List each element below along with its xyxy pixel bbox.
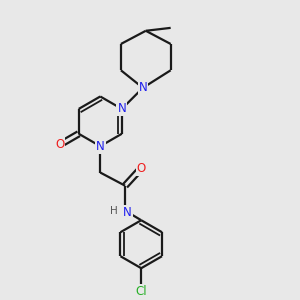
Text: O: O [136,162,146,175]
Text: N: N [123,206,132,218]
Text: N: N [139,81,147,94]
Text: N: N [96,140,105,153]
Text: Cl: Cl [135,285,147,298]
Text: N: N [117,102,126,116]
Text: H: H [110,206,118,216]
Text: O: O [55,138,64,151]
